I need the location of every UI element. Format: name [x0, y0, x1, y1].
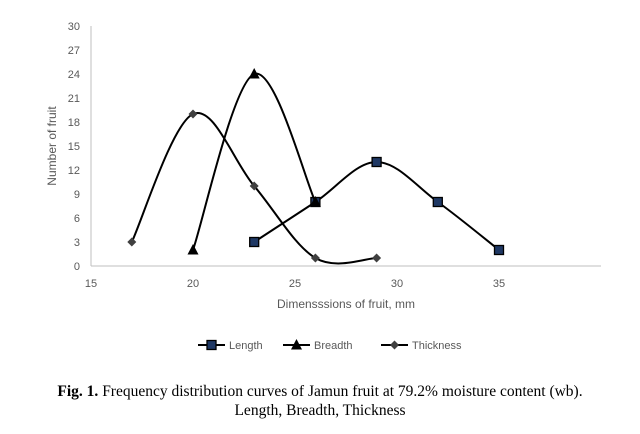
- y-tick-label: 30: [68, 21, 80, 33]
- series-layer: [127, 68, 505, 265]
- caption-text-1: Frequency distribution curves of Jamun f…: [98, 383, 583, 400]
- y-tick-label: 12: [68, 165, 80, 177]
- legend-label-length: Length: [229, 340, 263, 352]
- data-point-thickness: [249, 181, 259, 191]
- y-tick-label: 0: [74, 261, 80, 273]
- y-tick-label: 24: [68, 69, 80, 81]
- series-line-breadth: [192, 72, 317, 251]
- y-tick-labels: 0 3 6 9 12 15 18 21 24 27 30: [68, 21, 80, 273]
- y-tick-label: 27: [68, 45, 80, 57]
- data-point-thickness: [188, 109, 198, 119]
- data-point-breadth: [248, 68, 260, 79]
- data-point-length: [249, 236, 260, 248]
- legend-label-breadth: Breadth: [314, 340, 353, 352]
- y-tick-label: 21: [68, 93, 80, 105]
- x-tick-label: 15: [85, 278, 97, 290]
- x-tick-label: 25: [289, 278, 301, 290]
- series-breadth: [187, 68, 321, 255]
- series-length: [249, 156, 505, 256]
- legend-item-length: Length: [198, 339, 263, 352]
- caption-line-2: Length, Breadth, Thickness: [234, 402, 406, 419]
- legend: Length Breadth Thickness: [198, 339, 462, 352]
- chart-svg: 0 3 6 9 12 15 18 21 24 27 30 15 20 25 30 35 Number of …: [45, 21, 601, 352]
- data-point-breadth: [309, 196, 321, 207]
- y-axis-label: Number of fruit: [45, 106, 59, 186]
- figure-caption: Fig. 1. Frequency distribution curves of…: [0, 382, 640, 420]
- data-point-length: [371, 156, 382, 168]
- x-tick-labels: 15 20 25 30 35: [85, 278, 505, 290]
- x-axis-label: Dimensssions of fruit, mm: [277, 297, 415, 311]
- x-tick-label: 30: [391, 278, 403, 290]
- legend-label-thickness: Thickness: [412, 340, 462, 352]
- data-point-thickness: [310, 253, 320, 263]
- data-point-length: [493, 244, 505, 256]
- series-line-thickness: [130, 111, 377, 265]
- data-point-length: [432, 196, 443, 208]
- legend-item-thickness: Thickness: [381, 340, 462, 352]
- caption-line-1: Fig. 1. Frequency distribution curves of…: [0, 382, 640, 401]
- x-tick-label: 35: [493, 278, 505, 290]
- data-point-thickness: [127, 237, 137, 247]
- data-point-thickness: [372, 253, 382, 263]
- y-tick-label: 3: [74, 237, 80, 249]
- legend-marker-length: [206, 339, 217, 351]
- chart: 0 3 6 9 12 15 18 21 24 27 30 15 20 25 30 35 Number of …: [45, 21, 601, 352]
- y-tick-label: 9: [74, 189, 80, 201]
- y-tick-label: 18: [68, 117, 80, 129]
- y-tick-label: 6: [74, 213, 80, 225]
- series-line-length: [253, 160, 500, 251]
- legend-marker-thickness: [390, 340, 399, 350]
- legend-item-breadth: Breadth: [283, 339, 353, 352]
- legend-marker-breadth: [291, 339, 302, 350]
- x-tick-label: 20: [187, 278, 199, 290]
- y-tick-label: 15: [68, 141, 80, 153]
- caption-figure-label: Fig. 1.: [57, 383, 99, 400]
- data-point-breadth: [187, 244, 199, 255]
- series-thickness: [127, 109, 382, 265]
